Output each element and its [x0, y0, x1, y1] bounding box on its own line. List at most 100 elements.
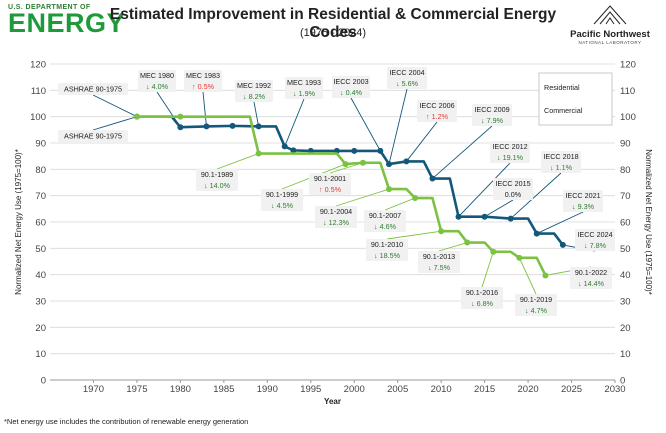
- y-tick-label-left: 20: [35, 323, 46, 334]
- residential-point: [203, 123, 210, 130]
- annotation-code-name: IECC 2018: [543, 152, 578, 161]
- annotation-leader: [384, 197, 416, 211]
- annotation-leader: [92, 94, 138, 118]
- residential-point: [255, 123, 262, 130]
- x-tick-label: 2005: [387, 384, 408, 395]
- chart-series: [133, 113, 566, 279]
- annotation-box: [285, 77, 323, 99]
- annotation-code-name: 90.1-2022: [575, 268, 607, 277]
- residential-point: [377, 147, 384, 154]
- annotation-leader: [216, 153, 259, 170]
- residential-point: [386, 161, 392, 168]
- annotation-change-value: ↓ 4.5%: [271, 201, 294, 210]
- y-tick-label-left: 70: [35, 191, 46, 202]
- y-tick-label-right: 90: [620, 139, 631, 150]
- annotation-box: [515, 294, 557, 316]
- y-tick-label-left: 10: [35, 349, 46, 360]
- annotation-label: 90.1-1999 ↓ 4.5%: [261, 189, 303, 211]
- y-tick-label-right: 110: [620, 86, 635, 97]
- pnnl-mark-icon: [593, 5, 627, 25]
- annotation-change-value: ↓ 14.4%: [578, 279, 605, 288]
- annotation-box: [387, 67, 427, 89]
- doe-logo: U.S. DEPARTMENT OF ENERGY: [8, 4, 126, 38]
- residential-point: [403, 158, 410, 165]
- annotation-label: 90.1-2016 ↓ 6.8%: [461, 287, 503, 309]
- residential-point: [290, 147, 297, 154]
- annotation-code-name: IECC 2015: [495, 179, 530, 188]
- commercial-point: [516, 254, 523, 261]
- annotation-leader: [202, 91, 207, 127]
- pnnl-logo-lab: NATIONAL LABORATORY: [578, 40, 642, 45]
- doe-logo-big-text: ENERGY: [8, 8, 126, 38]
- annotation-box: [417, 100, 457, 122]
- annotation-box: [138, 70, 176, 92]
- annotation-leader: [284, 98, 305, 147]
- annotation-label: 90.1-2022 ↓ 14.4%: [570, 267, 612, 289]
- annotation-change-value: ↓ 1.1%: [550, 163, 573, 172]
- annotation-code-name: IECC 2009: [474, 105, 509, 114]
- annotation-code-name: IECC 2003: [333, 77, 368, 86]
- annotation-change-value: ↓ 12.3%: [323, 218, 350, 227]
- annotation-label: 90.1-2001 ↑ 0.5%: [309, 173, 351, 195]
- annotation-box: [563, 190, 603, 212]
- annotation-change-value: ↓ 4.0%: [146, 82, 169, 91]
- y-tick-label-right: 40: [620, 270, 631, 281]
- pnnl-logo-name: Pacific Northwest: [570, 29, 650, 40]
- residential-point: [481, 213, 488, 220]
- y-tick-label-left: 80: [35, 165, 46, 176]
- annotation-leader: [438, 242, 468, 252]
- annotation-box: [493, 178, 533, 200]
- annotation-label: IECC 2018 ↓ 1.1%: [541, 151, 581, 173]
- y-axis-label-right: Normalized Net Energy Use (1975=100)*: [644, 149, 653, 295]
- annotation-code-name: MEC 1993: [287, 78, 321, 87]
- annotation-change-value: ↓ 8.2%: [243, 92, 266, 101]
- x-tick-label: 1985: [213, 384, 234, 395]
- x-tick-label: 1980: [170, 384, 191, 395]
- annotation-leader: [432, 125, 493, 179]
- annotation-code-name: 90.1-2016: [466, 288, 498, 297]
- y-tick-label-right: 50: [620, 244, 631, 255]
- annotation-box: [184, 70, 222, 92]
- x-tick-label: 2020: [518, 384, 539, 395]
- annotation-box: [309, 173, 351, 195]
- commercial-point: [133, 113, 140, 120]
- annotation-change-value: ↑ 0.5%: [192, 82, 215, 91]
- annotation-code-name: ASHRAE 90-1975: [64, 85, 122, 94]
- annotation-box: [332, 76, 370, 98]
- annotation-code-name: IECC 2006: [419, 101, 454, 110]
- commercial-point: [438, 228, 445, 235]
- commercial-point: [464, 239, 471, 246]
- y-tick-label-left: 100: [30, 112, 46, 123]
- residential-point: [351, 147, 358, 154]
- residential-point: [429, 175, 436, 182]
- annotation-label: IECC 2012 ↓ 19.1%: [490, 141, 530, 163]
- annotation-leader: [484, 199, 514, 218]
- pnnl-logo: Pacific Northwest NATIONAL LABORATORY: [560, 2, 660, 45]
- annotation-code-name: IECC 2004: [389, 68, 424, 77]
- annotation-change-value: ↑ 0.5%: [319, 185, 342, 194]
- annotation-label: ASHRAE 90-1975: [58, 130, 128, 142]
- annotation-change-value: ↓ 1.9%: [293, 89, 316, 98]
- y-tick-label-right: 30: [620, 297, 631, 308]
- residential-point: [507, 215, 514, 222]
- annotation-code-name: 90.1-2010: [371, 240, 403, 249]
- y-tick-label-left: 90: [35, 139, 46, 150]
- annotation-leader: [335, 188, 390, 207]
- doe-logo-small-text: U.S. DEPARTMENT OF: [8, 4, 91, 11]
- annotation-label: 90.1-2010 ↓ 18.5%: [366, 239, 408, 261]
- residential-point: [559, 241, 566, 248]
- annotation-leader: [388, 88, 408, 165]
- y-tick-label-right: 70: [620, 191, 631, 202]
- annotation-label: MEC 1992 ↓ 8.2%: [235, 80, 273, 102]
- annotation-change-value: ↓ 0.4%: [340, 88, 363, 97]
- y-tick-label-left: 50: [35, 244, 46, 255]
- annotation-change-value: ↓ 7.9%: [481, 116, 504, 125]
- annotation-box: [570, 267, 612, 289]
- annotation-leader: [481, 251, 494, 288]
- y-tick-label-right: 80: [620, 165, 631, 176]
- commercial-point: [342, 161, 349, 168]
- chart-legend: Residential Commercial: [538, 72, 613, 126]
- y-tick-label-left: 120: [30, 60, 46, 71]
- commercial-point: [177, 113, 184, 120]
